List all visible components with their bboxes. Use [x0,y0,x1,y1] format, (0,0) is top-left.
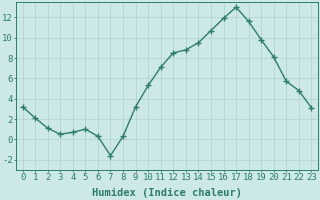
X-axis label: Humidex (Indice chaleur): Humidex (Indice chaleur) [92,188,242,198]
